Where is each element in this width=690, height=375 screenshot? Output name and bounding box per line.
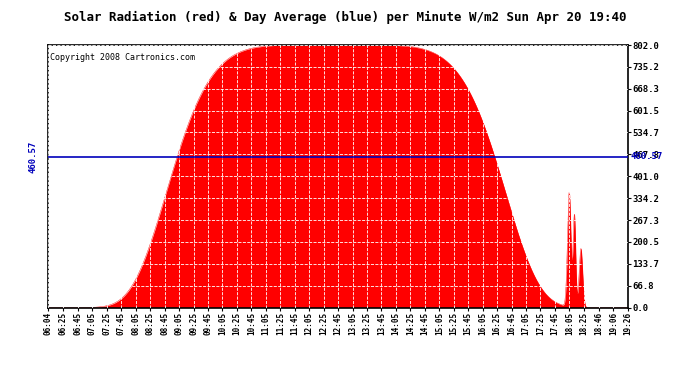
Text: 460.57: 460.57 bbox=[630, 152, 662, 161]
Text: Copyright 2008 Cartronics.com: Copyright 2008 Cartronics.com bbox=[50, 53, 195, 62]
Text: 460.57: 460.57 bbox=[28, 141, 37, 173]
Text: Solar Radiation (red) & Day Average (blue) per Minute W/m2 Sun Apr 20 19:40: Solar Radiation (red) & Day Average (blu… bbox=[63, 11, 627, 24]
